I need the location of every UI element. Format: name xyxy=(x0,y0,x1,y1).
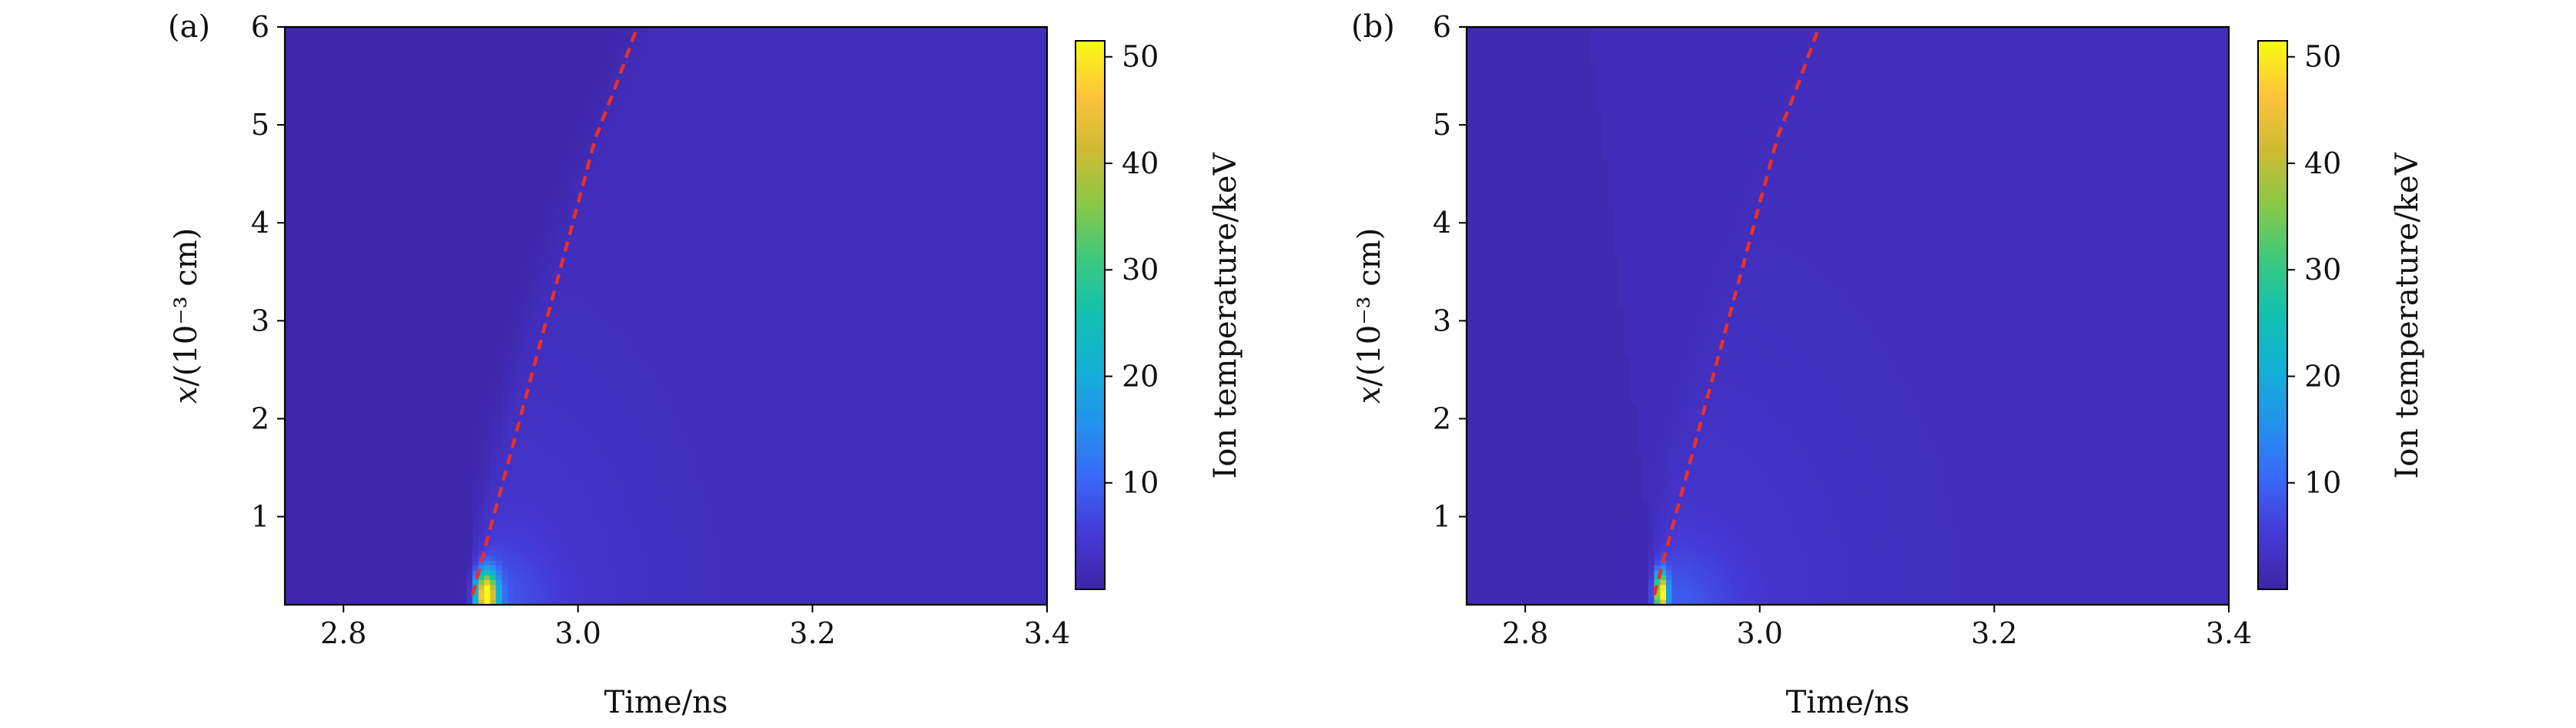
plot-frame xyxy=(1465,25,2230,606)
x-tick-label: 3.2 xyxy=(789,616,835,650)
y-axis-label-unit: /(10⁻³ cm) xyxy=(169,228,204,387)
colorbar-tick-label: 50 xyxy=(1122,40,1159,74)
colorbar-frame xyxy=(1075,40,1106,590)
y-tick-label: 3 xyxy=(251,304,269,337)
colorbar-gradient xyxy=(1076,41,1105,589)
y-axis-label: x/(10⁻³ cm) xyxy=(169,228,204,404)
y-tick-label: 2 xyxy=(251,401,269,435)
heatmap-image xyxy=(285,27,1047,605)
reference-curve xyxy=(470,28,639,595)
colorbar-tick-label: 50 xyxy=(2304,40,2341,74)
y-tick-label: 6 xyxy=(1433,10,1451,44)
heatmap-image xyxy=(1467,27,2229,605)
x-tick-label: 3.0 xyxy=(555,616,601,650)
y-tick-label: 2 xyxy=(1433,401,1451,435)
y-tick-label: 1 xyxy=(251,500,269,534)
x-tick-label: 2.8 xyxy=(320,616,366,650)
y-tick-label: 4 xyxy=(251,206,269,240)
panel-a: 2.8 3.0 3.2 3.4 1 2 3 4 5 6 Time/ns x/(10⁻³ cm) (a) 1… xyxy=(168,9,1243,720)
y-tick-label: 4 xyxy=(1433,206,1451,240)
y-tick-label: 3 xyxy=(1433,304,1451,337)
y-axis-label-var: x xyxy=(1352,387,1387,404)
colorbar-frame xyxy=(2257,40,2288,590)
colorbar-tick-label: 40 xyxy=(1122,146,1159,180)
x-axis-label: Time/ns xyxy=(1786,685,1910,720)
x-axis-label: Time/ns xyxy=(604,685,728,720)
x-tick-label: 3.4 xyxy=(2206,616,2252,650)
panel-label: (a) xyxy=(168,9,210,45)
colorbar-tick-label: 30 xyxy=(2304,253,2341,287)
colorbar-tick-label: 10 xyxy=(1122,466,1159,500)
y-tick-label: 6 xyxy=(251,10,269,44)
panel-label: (b) xyxy=(1351,9,1395,45)
colorbar-tick-label: 10 xyxy=(2304,466,2341,500)
y-tick-label: 1 xyxy=(1433,500,1451,534)
plot-frame xyxy=(283,25,1049,606)
x-tick-label: 2.8 xyxy=(1502,616,1548,650)
y-axis-label-var: x xyxy=(169,387,204,404)
colorbar-tick-label: 30 xyxy=(1122,253,1159,287)
y-tick-label: 5 xyxy=(1433,108,1451,142)
x-tick-label: 3.2 xyxy=(1971,616,2017,650)
x-tick-label: 3.0 xyxy=(1737,616,1783,650)
reference-curve xyxy=(1652,28,1821,595)
colorbar-tick-label: 20 xyxy=(1122,359,1159,393)
y-tick-label: 5 xyxy=(251,108,269,142)
panel-b: 2.8 3.0 3.2 3.4 1 2 3 4 5 6 Time/ns x/(10⁻³ cm) (b) 1… xyxy=(1351,9,2425,720)
y-axis-label: x/(10⁻³ cm) xyxy=(1352,228,1387,404)
y-axis-label-unit: /(10⁻³ cm) xyxy=(1352,228,1387,387)
colorbar-tick-label: 40 xyxy=(2304,146,2341,180)
colorbar-label: Ion temperature/keV xyxy=(2390,152,2425,478)
colorbar-gradient xyxy=(2258,41,2287,589)
x-tick-label: 3.4 xyxy=(1024,616,1070,650)
colorbar-tick-label: 20 xyxy=(2304,359,2341,393)
colorbar-label: Ion temperature/keV xyxy=(1208,152,1243,478)
